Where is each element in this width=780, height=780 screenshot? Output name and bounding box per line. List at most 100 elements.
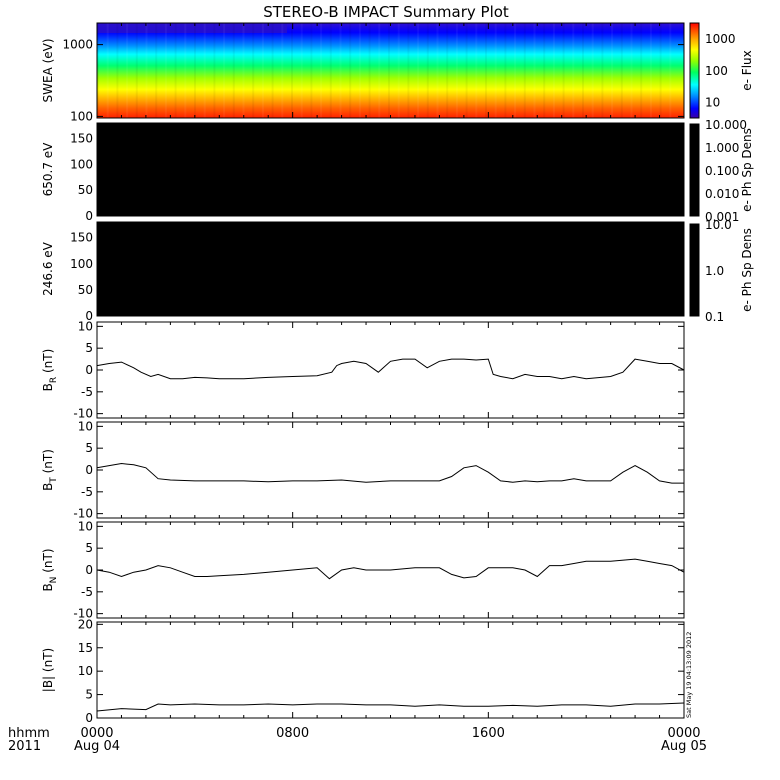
swea-streak — [329, 23, 332, 118]
swea-streak — [611, 23, 614, 118]
swea-streak — [543, 23, 546, 118]
swea-streak — [659, 23, 662, 118]
y-tick-label: 20 — [78, 617, 93, 631]
panel-3: 0 50 100 150 246.6 eV 0.1 1.0 10.0 e- Ph Sp Dens — [41, 218, 754, 324]
y-tick-label: 0 — [85, 711, 93, 725]
y-tick-label: 0 — [85, 463, 93, 477]
pitch-angle-spectrogram — [97, 222, 684, 316]
swea-streak — [523, 23, 526, 118]
colorbar-3: 0.1 1.0 10.0 e- Ph Sp Dens — [689, 218, 754, 324]
y-tick-label: 0 — [85, 363, 93, 377]
swea-streak — [349, 23, 352, 118]
colorbar-tick-label: 10 — [705, 95, 720, 109]
swea-streak — [358, 23, 361, 118]
swea-streak — [572, 23, 575, 118]
swea-streak — [300, 23, 303, 118]
x-tick-date-label: Aug 04 — [74, 739, 120, 754]
y-tick-label: 10 — [78, 664, 93, 678]
swea-streak — [426, 23, 429, 118]
swea-streak — [261, 23, 264, 118]
y-tick-label: 10 — [78, 419, 93, 433]
colorbar-tick-label: 0.1 — [705, 310, 724, 324]
colorbar-1: 10 100 1000 e- Flux — [689, 22, 754, 119]
swea-streak — [397, 23, 400, 118]
colorbar-tick-label: 0.010 — [705, 187, 739, 201]
swea-streak — [582, 23, 584, 118]
y-tick-label: -5 — [81, 585, 93, 599]
y-axis-label: |B| (nT) — [41, 648, 55, 692]
swea-streak — [378, 23, 381, 118]
y-axis-label: BR (nT) — [41, 349, 59, 392]
panel-frame — [96, 321, 685, 419]
swea-streak — [446, 23, 449, 118]
swea-streak — [281, 23, 284, 118]
swea-streak — [164, 23, 167, 118]
colorbar-fill — [689, 123, 700, 217]
colorbar-fill — [689, 223, 700, 317]
y-tick-label: 100 — [70, 109, 93, 123]
swea-streak — [640, 23, 643, 118]
colorbar-tick-label: 1.000 — [705, 141, 739, 155]
time-axis-row1-label: hhmm — [8, 726, 50, 741]
y-tick-label: 15 — [78, 641, 93, 655]
y-tick-label: 50 — [78, 183, 93, 197]
swea-streak — [669, 23, 672, 118]
swea-streak — [465, 23, 468, 118]
y-tick-label: 150 — [70, 231, 93, 245]
swea-streak — [320, 23, 323, 118]
y-tick-label: -10 — [73, 507, 93, 521]
swea-low-flux-patch — [97, 23, 287, 33]
panel-1: 100 1000 SWEA (eV) 10 100 1000 e- Flux — [41, 22, 754, 123]
y-tick-label: 10 — [78, 319, 93, 333]
series-line — [96, 358, 685, 380]
y-axis-label: 246.6 eV — [41, 241, 55, 296]
swea-streak — [591, 23, 594, 118]
pitch-angle-spectrogram — [97, 123, 684, 216]
panel-5: -10 -5 0 5 10 BT (nT) — [41, 419, 685, 521]
colorbar-tick-label: 0.100 — [705, 164, 739, 178]
x-tick-label: 1600 — [472, 726, 505, 741]
series-line — [96, 702, 685, 712]
y-tick-label: -5 — [81, 485, 93, 499]
y-axis-label: 650.7 eV — [41, 142, 55, 197]
swea-streak — [232, 23, 235, 118]
swea-streak — [135, 23, 138, 118]
colorbar-label: e- Flux — [740, 50, 754, 90]
y-tick-label: 50 — [78, 283, 93, 297]
swea-streak — [116, 23, 119, 118]
y-tick-label: -10 — [73, 607, 93, 621]
time-axis-row2-label: 2011 — [8, 739, 41, 754]
y-tick-label: 5 — [85, 541, 93, 555]
y-tick-label: 150 — [70, 132, 93, 146]
y-tick-label: 5 — [85, 688, 93, 702]
y-axis-label: BT (nT) — [41, 449, 59, 491]
swea-streak — [407, 23, 410, 118]
x-tick-label: 0800 — [276, 726, 309, 741]
colorbar-fill — [689, 22, 700, 119]
swea-streak — [649, 23, 652, 118]
series-line — [96, 462, 684, 484]
swea-streak — [514, 23, 517, 118]
swea-streak — [494, 23, 497, 118]
swea-streak — [417, 23, 420, 118]
swea-streak — [174, 23, 177, 118]
swea-streak — [271, 23, 274, 118]
y-axis-label: BN (nT) — [41, 548, 59, 591]
colorbar-tick-label: 1000 — [705, 32, 736, 46]
y-tick-label: -10 — [73, 407, 93, 421]
swea-streak — [630, 23, 633, 118]
swea-streak — [184, 23, 187, 118]
swea-streak — [552, 23, 555, 118]
y-tick-label: 5 — [85, 341, 93, 355]
series-line — [96, 558, 685, 580]
plot-title: STEREO-B IMPACT Summary Plot — [263, 3, 509, 21]
swea-streak — [223, 23, 226, 118]
y-tick-label: 0 — [85, 209, 93, 223]
x-tick-date-label: Aug 05 — [661, 739, 707, 754]
colorbar-tick-label: 0.001 — [705, 210, 739, 224]
x-tick-label: 0000 — [80, 726, 113, 741]
swea-streak — [485, 23, 487, 118]
panel-frame — [96, 621, 685, 719]
